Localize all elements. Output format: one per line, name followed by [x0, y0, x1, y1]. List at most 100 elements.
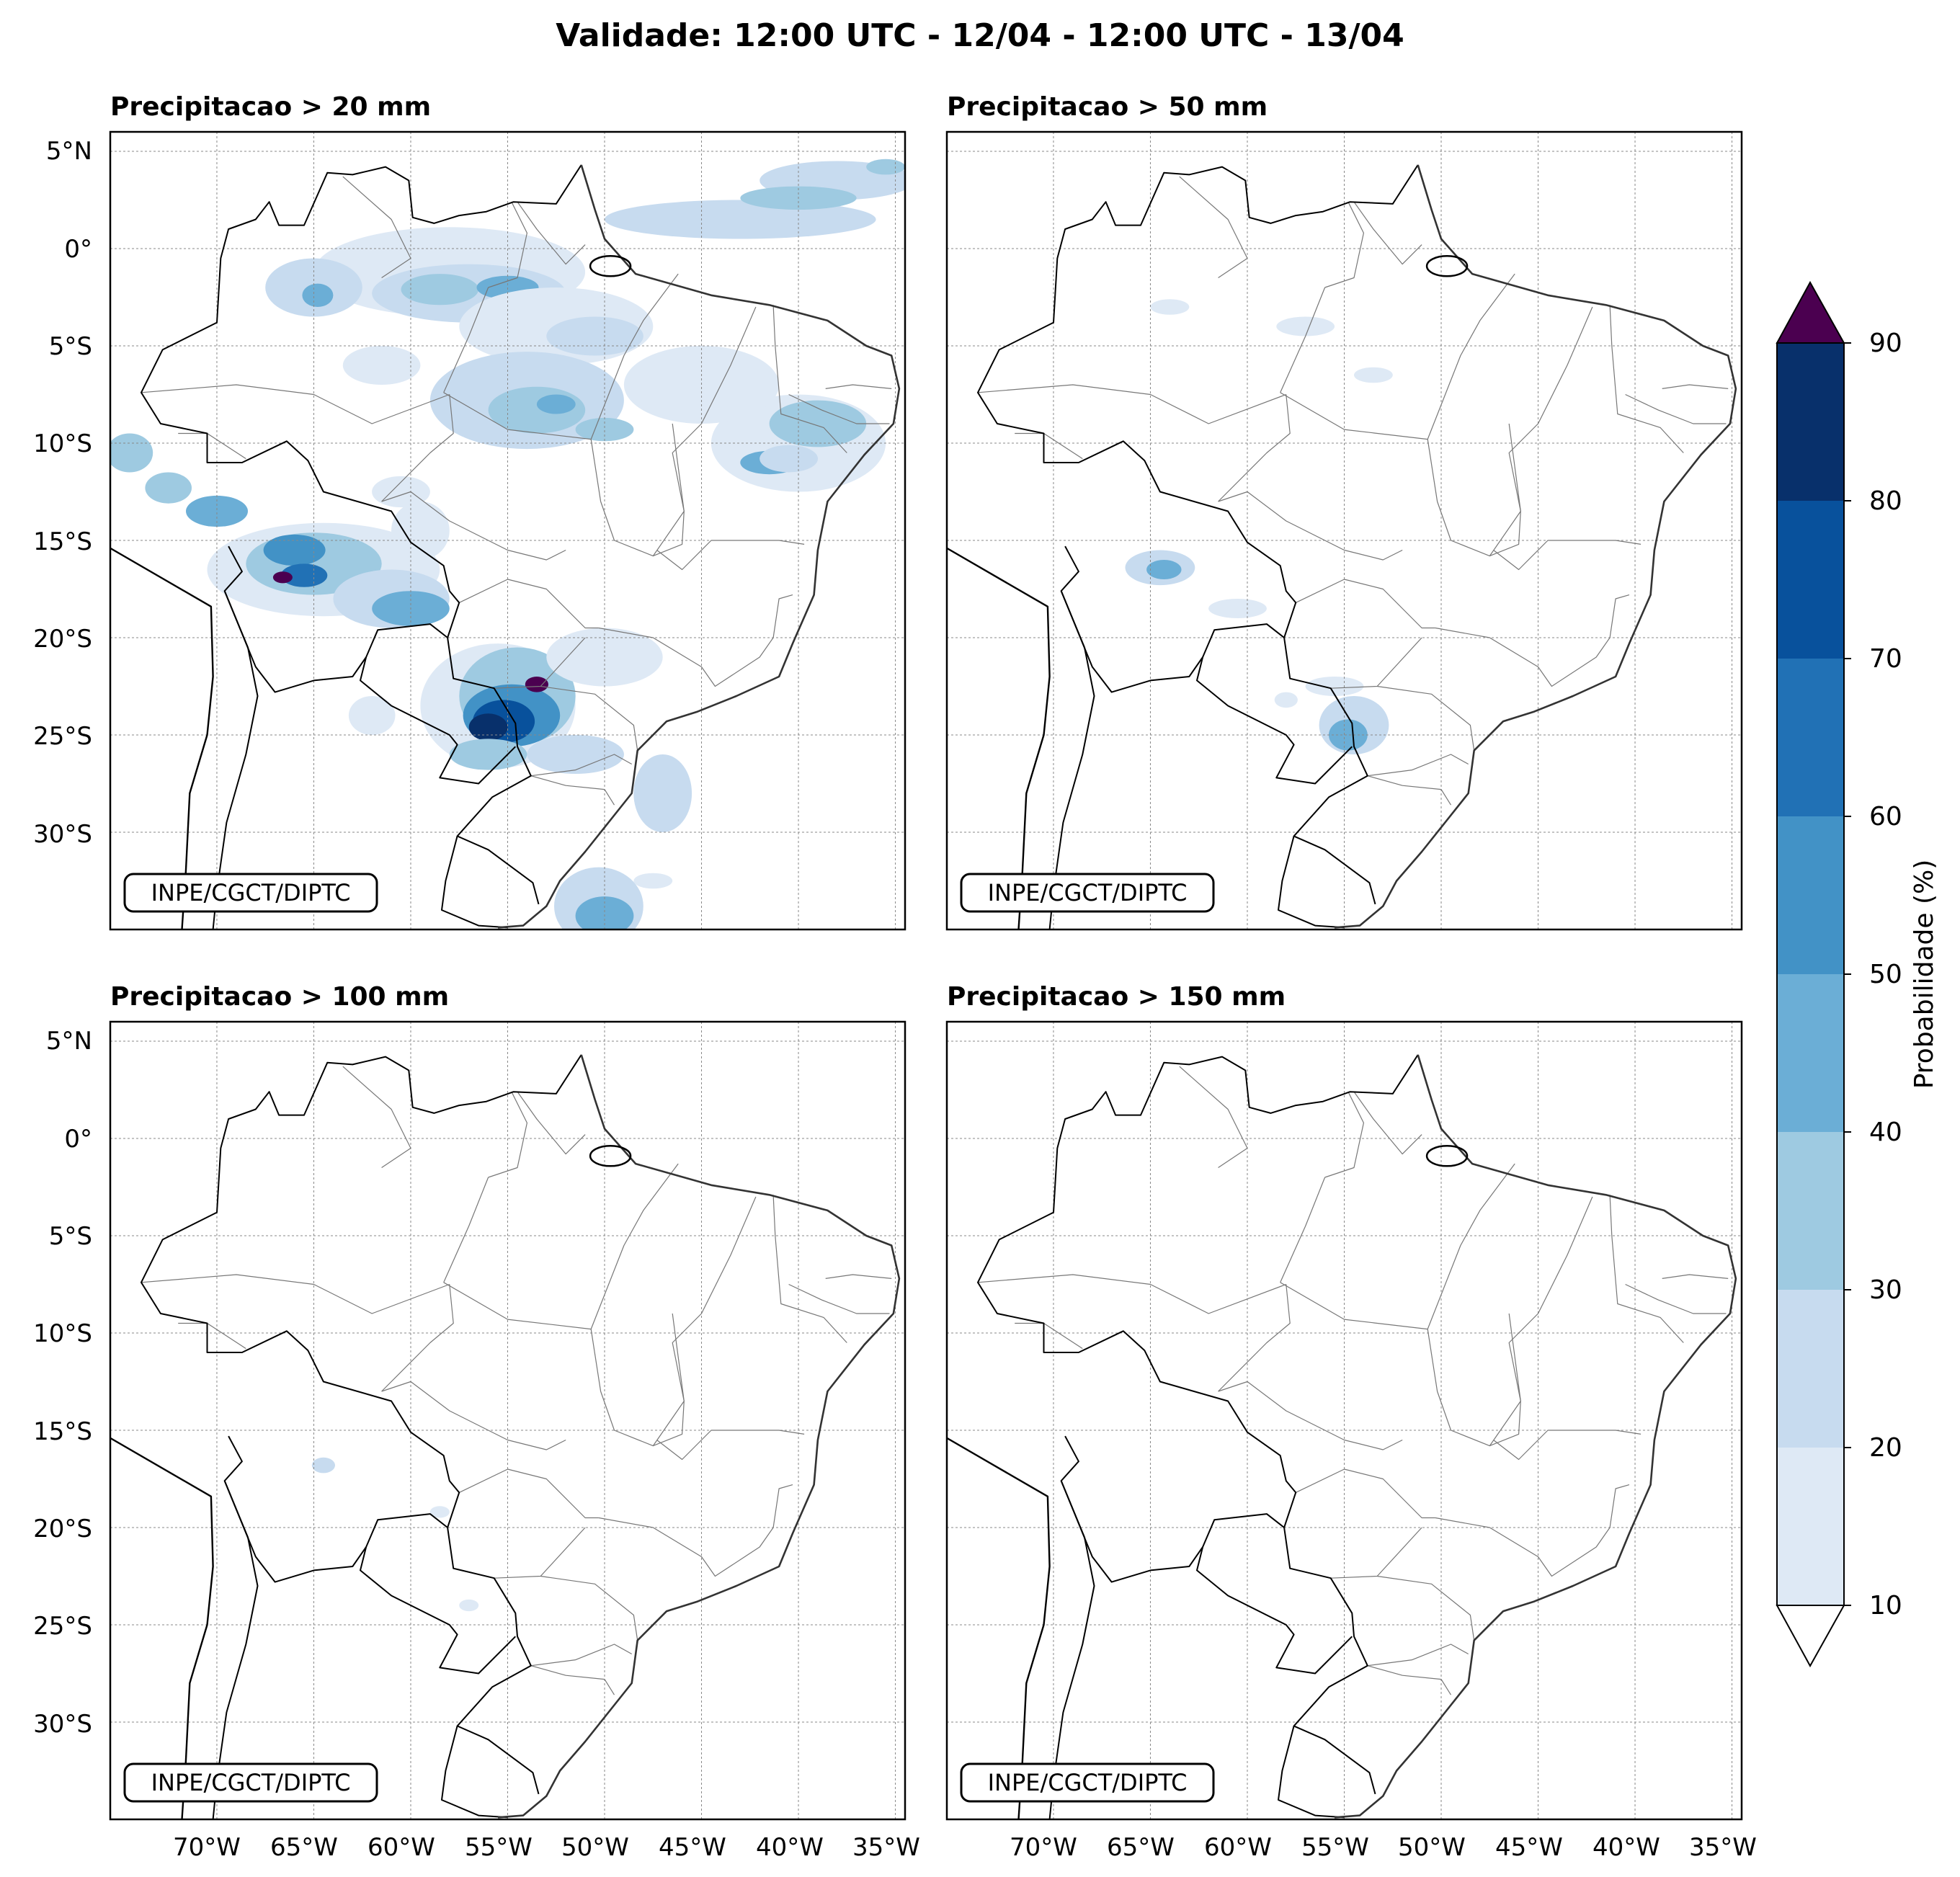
probability-area	[263, 534, 326, 566]
probability-area	[401, 274, 479, 306]
lon-label: 55°W	[1301, 1833, 1369, 1862]
probability-area	[145, 472, 192, 504]
probability-area	[186, 495, 248, 527]
state-border	[1280, 392, 1428, 440]
probability-area	[429, 1506, 450, 1518]
coastline	[110, 1437, 214, 1819]
map-layers: INPE/CGCT/DIPTC	[110, 1022, 905, 1819]
country-border	[441, 1726, 508, 1819]
colorbar-segment	[1777, 816, 1844, 974]
state-border	[1625, 1283, 1727, 1314]
state-border	[653, 1313, 685, 1447]
state-border	[342, 1066, 411, 1168]
state-border	[1493, 1430, 1642, 1461]
state-border	[443, 1282, 592, 1330]
lon-label: 40°W	[756, 1833, 824, 1862]
probability-area	[468, 713, 508, 741]
state-border	[656, 540, 805, 571]
lon-label: 70°W	[173, 1833, 241, 1862]
map-clip-group: INPE/CGCT/DIPTC	[110, 132, 905, 929]
probability-area	[272, 571, 293, 584]
probability-area	[1305, 677, 1364, 696]
panel-title-20mm: Precipitacao > 20 mm	[110, 92, 431, 122]
country-border	[1060, 545, 1285, 693]
state-border	[1609, 1195, 1684, 1343]
probability-area	[311, 1457, 335, 1473]
map-panel-20mm: INPE/CGCT/DIPTC	[109, 130, 906, 931]
colorbar-segment	[1777, 343, 1844, 501]
state-border	[1330, 637, 1422, 689]
state-border	[381, 1284, 454, 1392]
lon-label: 70°W	[1010, 1833, 1077, 1862]
probability-area	[536, 394, 576, 414]
lat-label: 20°S	[33, 625, 92, 654]
state-border	[1280, 1282, 1428, 1330]
state-border	[590, 1163, 679, 1329]
state-border	[772, 1195, 847, 1343]
state-border	[1280, 287, 1326, 393]
state-border	[977, 1274, 1287, 1314]
map-layers: INPE/CGCT/DIPTC	[947, 132, 1742, 929]
map-clip-group: INPE/CGCT/DIPTC	[110, 1022, 905, 1819]
state-border	[1427, 1163, 1515, 1329]
state-border	[1427, 1329, 1521, 1447]
island-marajo	[1425, 255, 1469, 277]
probability-area	[1150, 299, 1190, 315]
probability-area	[1276, 316, 1335, 336]
state-border	[1489, 1313, 1521, 1447]
colorbar-frame	[1776, 342, 1845, 1606]
country-border	[223, 545, 448, 693]
lon-label: 45°W	[659, 1833, 726, 1862]
probability-area	[348, 696, 396, 735]
credit-badge	[123, 873, 378, 913]
state-border	[488, 201, 527, 288]
colorbar-segment	[1777, 1448, 1844, 1605]
probability-area	[575, 417, 634, 442]
lat-label: 5°S	[49, 1222, 92, 1251]
island-marajo	[589, 1145, 632, 1167]
lat-label: 0°	[64, 235, 92, 264]
coastline	[1334, 1054, 1737, 1819]
colorbar-segment	[1777, 974, 1844, 1132]
coastline	[497, 164, 901, 929]
lat-axis-bottom: 5°N 0° 5°S 10°S 15°S 20°S 25°S 30°S	[33, 1027, 92, 1739]
country-border	[223, 1435, 448, 1583]
state-border	[443, 392, 592, 440]
credit-badge	[960, 1762, 1215, 1803]
state-border	[825, 384, 892, 389]
state-border	[1218, 491, 1403, 561]
state-border	[590, 273, 679, 440]
country-border	[1060, 1435, 1285, 1583]
country-border	[141, 164, 582, 905]
colorbar-segment	[1777, 501, 1844, 659]
lat-label: 10°S	[33, 1319, 92, 1348]
state-border	[1218, 1284, 1291, 1392]
lon-label: 40°W	[1592, 1833, 1660, 1862]
colorbar-tick: 30	[1869, 1275, 1902, 1305]
probability-area	[1208, 599, 1267, 618]
credit-label: INPE/CGCT/DIPTC	[988, 1769, 1188, 1796]
state-border	[598, 1484, 793, 1577]
state-border	[1280, 1177, 1326, 1283]
state-border	[772, 305, 847, 453]
state-border	[1377, 685, 1475, 751]
state-border	[788, 393, 890, 424]
lat-axis-top: 5°N 0° 5°S 10°S 15°S 20°S 25°S 30°S	[33, 137, 92, 849]
coastline	[1334, 164, 1737, 929]
state-border	[653, 423, 685, 557]
colorbar-ticks: 10 20 30 40 50 60 70 80 90	[1869, 329, 1902, 1620]
lon-axis-left: 70°W 65°W 60°W 55°W 50°W 45°W 40°W 35°W	[173, 1833, 920, 1862]
probability-area	[1329, 719, 1368, 751]
lat-label: 10°S	[33, 429, 92, 458]
country-border	[441, 836, 508, 929]
probability-area	[575, 896, 634, 929]
state-border	[1179, 176, 1248, 278]
state-border	[1367, 1665, 1452, 1695]
state-border	[825, 1274, 892, 1279]
state-border	[1367, 754, 1469, 777]
credit-label: INPE/CGCT/DIPTC	[151, 1769, 351, 1796]
state-border	[141, 1274, 450, 1314]
probability-area	[459, 1599, 479, 1612]
state-border	[381, 491, 566, 561]
state-border	[590, 1329, 685, 1447]
